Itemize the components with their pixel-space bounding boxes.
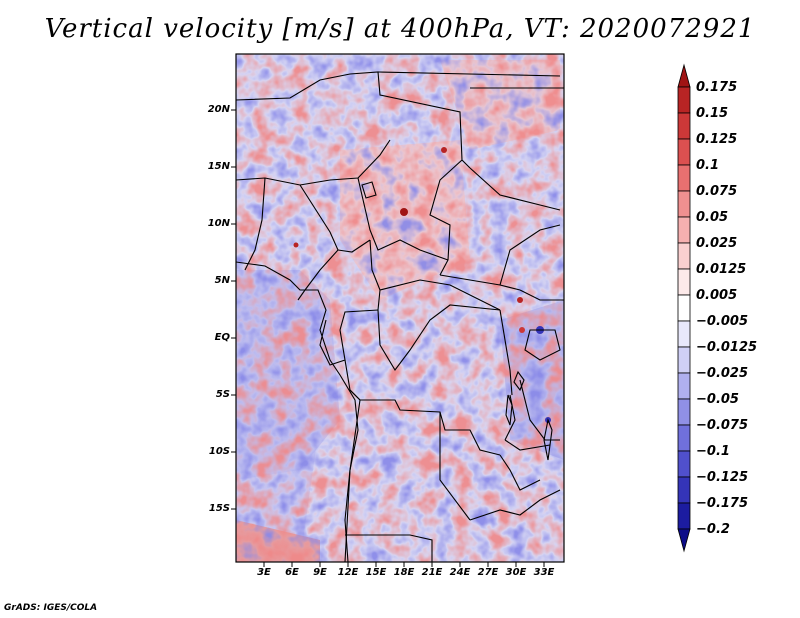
colorbar-segment <box>677 346 691 374</box>
country-borders <box>236 71 564 562</box>
lon-label-24e: 24E <box>449 567 471 578</box>
lat-label-10n: 10N <box>207 218 230 229</box>
lon-label-3e: 3E <box>257 567 271 578</box>
colorbar-label: −0.2 <box>696 522 730 537</box>
colorbar-label: 0.025 <box>696 236 738 251</box>
colorbar-label: 0.005 <box>696 288 738 303</box>
colorbar-label: −0.05 <box>696 392 739 407</box>
colorbar-top-arrow <box>677 63 691 88</box>
colorbar-segment <box>677 398 691 426</box>
lat-label-5n: 5N <box>214 275 230 286</box>
colorbar-label: −0.1 <box>696 444 730 459</box>
lat-label-15n: 15N <box>207 161 230 172</box>
colorbar-label: 0.0125 <box>696 262 747 277</box>
colorbar-segment <box>677 450 691 478</box>
colorbar-segment <box>677 190 691 218</box>
lat-label-eq: EQ <box>214 332 230 343</box>
colorbar-segment <box>677 216 691 244</box>
lon-ticks <box>263 562 545 567</box>
footer-credit: GrADS: IGES/COLA <box>4 603 98 613</box>
colorbar-label: 0.15 <box>696 106 729 121</box>
colorbar-label: 0.075 <box>696 184 738 199</box>
colorbar-segment <box>677 268 691 296</box>
colorbar-segment <box>677 138 691 166</box>
lon-label-18e: 18E <box>393 567 415 578</box>
colorbar-segment <box>677 320 691 348</box>
colorbar-segment <box>677 164 691 192</box>
colorbar-label: 0.125 <box>696 132 738 147</box>
lon-label-9e: 9E <box>313 567 327 578</box>
lon-label-21e: 21E <box>421 567 443 578</box>
colorbar-label: −0.075 <box>696 418 749 433</box>
colorbar-segment <box>677 502 691 530</box>
colorbar-segment <box>677 476 691 504</box>
colorbar-label: −0.0125 <box>696 340 758 355</box>
colorbar-label: −0.175 <box>696 496 749 511</box>
lat-label-20n: 20N <box>207 104 230 115</box>
lon-label-27e: 27E <box>477 567 499 578</box>
map-title: Vertical velocity [m/s] at 400hPa, VT: 2… <box>44 14 756 44</box>
colorbar <box>677 63 691 553</box>
lon-label-6e: 6E <box>285 567 299 578</box>
colorbar-segment <box>677 424 691 452</box>
colorbar-segment <box>677 294 691 322</box>
lon-label-15e: 15E <box>365 567 387 578</box>
lon-label-12e: 12E <box>337 567 359 578</box>
velocity-field <box>236 54 564 562</box>
colorbar-label: 0.175 <box>696 80 738 95</box>
colorbar-label: −0.025 <box>696 366 749 381</box>
colorbar-label: 0.05 <box>696 210 729 225</box>
plot-frame <box>235 53 565 563</box>
lat-label-15s: 15S <box>208 503 230 514</box>
colorbar-segment <box>677 112 691 140</box>
lon-label-33e: 33E <box>533 567 555 578</box>
colorbar-label: −0.005 <box>696 314 749 329</box>
colorbar-segment <box>677 372 691 400</box>
colorbar-segment <box>677 242 691 270</box>
colorbar-label: 0.1 <box>696 158 720 173</box>
lat-label-10s: 10S <box>208 446 230 457</box>
lat-ticks <box>231 109 236 510</box>
lon-label-30e: 30E <box>505 567 527 578</box>
lat-label-5s: 5S <box>215 389 230 400</box>
colorbar-bottom-arrow <box>677 528 691 553</box>
colorbar-segment <box>677 86 691 114</box>
colorbar-label: −0.125 <box>696 470 749 485</box>
